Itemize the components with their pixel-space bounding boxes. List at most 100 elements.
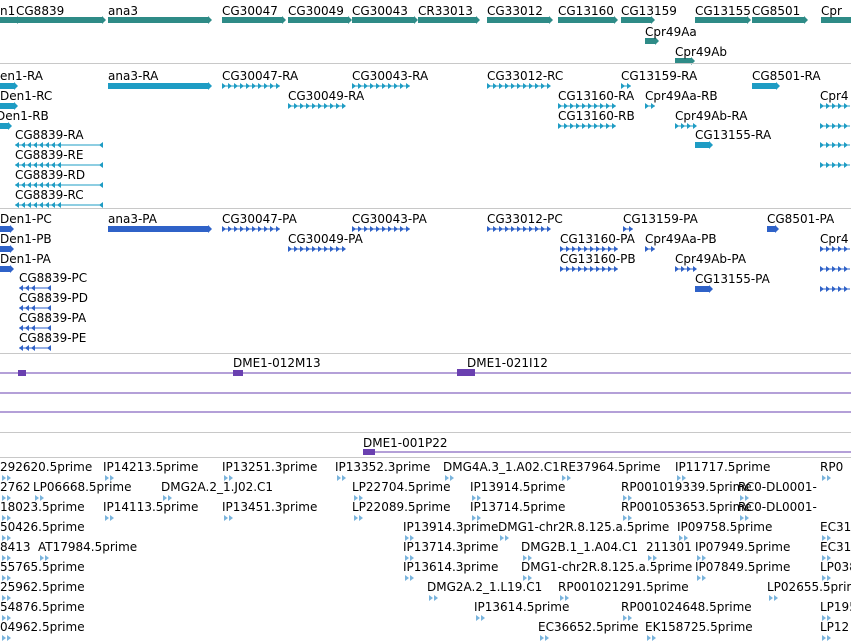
est-label[interactable]: DMG2B.1_1.A04.C1: [521, 540, 638, 554]
gene-feature[interactable]: [558, 17, 614, 23]
transcript-feature[interactable]: [0, 103, 14, 109]
est-label[interactable]: RP001019339.5prime: [621, 480, 752, 494]
est-label[interactable]: EC31: [820, 520, 851, 534]
est-label[interactable]: IP07949.5prime: [695, 540, 791, 554]
protein-label[interactable]: CG8839-PD: [19, 291, 89, 305]
est-label[interactable]: EK158725.5prime: [645, 620, 753, 634]
transcript-label[interactable]: Cpr49Aa-RB: [645, 89, 718, 103]
est-label[interactable]: 18023.5prime: [0, 500, 85, 514]
protein-label[interactable]: CG8839-PE: [19, 331, 87, 345]
gene-label[interactable]: CG13159: [621, 4, 677, 18]
transcript-feature[interactable]: [695, 142, 709, 148]
protein-feature[interactable]: [108, 226, 208, 232]
est-label[interactable]: IP13451.3prime: [222, 500, 318, 514]
est-label[interactable]: LP06668.5prime: [33, 480, 132, 494]
est-label[interactable]: IP14213.5prime: [103, 460, 199, 474]
gene-label[interactable]: CG30043: [352, 4, 408, 18]
transcript-label[interactable]: CG30047-RA: [222, 69, 299, 83]
transcript-label[interactable]: CG13159-RA: [621, 69, 698, 83]
gene-feature[interactable]: [752, 17, 804, 23]
transcript-label[interactable]: CG8501-RA: [752, 69, 821, 83]
est-label[interactable]: 04962.5prime: [0, 620, 85, 634]
est-label[interactable]: IP11717.5prime: [675, 460, 771, 474]
est-label[interactable]: 8413: [0, 540, 31, 554]
transcript-label[interactable]: CG8839-RD: [15, 168, 86, 182]
est-label[interactable]: IP13714.3prime: [403, 540, 499, 554]
clone-feature[interactable]: [18, 370, 26, 376]
clone-feature[interactable]: [233, 370, 243, 376]
transcript-label[interactable]: Den1-RB: [0, 109, 49, 123]
gene-feature[interactable]: [621, 17, 651, 23]
protein-label[interactable]: CG13160-PA: [560, 232, 635, 246]
protein-feature[interactable]: [0, 246, 10, 252]
protein-label[interactable]: CG8501-PA: [767, 212, 835, 226]
gene-label[interactable]: CG30047: [222, 4, 278, 18]
gene-feature[interactable]: [645, 38, 655, 44]
gene-label[interactable]: CG30049: [288, 4, 344, 18]
est-label[interactable]: DMG4A.3_1.A02.C1: [443, 460, 560, 474]
est-label[interactable]: RC0-DL0001-: [738, 480, 817, 494]
protein-feature[interactable]: [695, 286, 709, 292]
transcript-label[interactable]: CG8839-RE: [15, 148, 84, 162]
est-label[interactable]: LP12: [820, 620, 850, 634]
gene-label[interactable]: CG8501: [752, 4, 801, 18]
gene-label[interactable]: Cpr: [821, 4, 842, 18]
est-label[interactable]: LP038: [820, 560, 851, 574]
est-label[interactable]: RC0-DL0001-: [738, 500, 817, 514]
gene-feature[interactable]: [16, 17, 102, 23]
transcript-label[interactable]: CG8839-RA: [15, 128, 84, 142]
est-label[interactable]: 292620.5prime: [0, 460, 93, 474]
est-label[interactable]: 211301: [646, 540, 692, 554]
est-label[interactable]: DMG1-chr2R.8.125.a.5prime: [521, 560, 693, 574]
protein-label[interactable]: CG13159-PA: [623, 212, 698, 226]
est-label[interactable]: IP13614.3prime: [403, 560, 499, 574]
transcript-label[interactable]: CG33012-RC: [487, 69, 564, 83]
gene-feature[interactable]: [418, 17, 476, 23]
transcript-feature[interactable]: [0, 83, 14, 89]
clone-label[interactable]: DME1-021I12: [467, 356, 548, 370]
est-label[interactable]: 2762: [0, 480, 31, 494]
est-label[interactable]: IP14113.5prime: [103, 500, 199, 514]
protein-label[interactable]: CG8839-PA: [19, 311, 87, 325]
gene-label[interactable]: CG33012: [487, 4, 543, 18]
gene-label[interactable]: CG13155: [695, 4, 751, 18]
transcript-label[interactable]: Den1-RC: [0, 89, 53, 103]
gene-label[interactable]: CG13160: [558, 4, 614, 18]
est-label[interactable]: 55765.5prime: [0, 560, 85, 574]
transcript-label[interactable]: Cpr4: [820, 89, 849, 103]
est-label[interactable]: IP13914.5prime: [470, 480, 566, 494]
transcript-label[interactable]: CG30049-RA: [288, 89, 365, 103]
transcript-label[interactable]: CG13155-RA: [695, 128, 772, 142]
clone-label[interactable]: DME1-001P22: [363, 436, 448, 450]
gene-feature[interactable]: [352, 17, 414, 23]
est-label[interactable]: 25962.5prime: [0, 580, 85, 594]
protein-label[interactable]: Cpr49Aa-PB: [645, 232, 717, 246]
protein-label[interactable]: CG13155-PA: [695, 272, 770, 286]
est-label[interactable]: IP13914.3prime: [403, 520, 499, 534]
protein-label[interactable]: Den1-PC: [0, 212, 52, 226]
transcript-label[interactable]: CG13160-RA: [558, 89, 635, 103]
transcript-label[interactable]: Cpr49Ab-RA: [675, 109, 748, 123]
transcript-label[interactable]: en1-RA: [0, 69, 44, 83]
est-label[interactable]: 54876.5prime: [0, 600, 85, 614]
protein-label[interactable]: CG8839-PC: [19, 271, 88, 285]
protein-label[interactable]: Den1-PB: [0, 232, 52, 246]
est-label[interactable]: DMG1-chr2R.8.125.a.5prime: [498, 520, 670, 534]
protein-label[interactable]: CG30043-PA: [352, 212, 427, 226]
gene-feature[interactable]: [695, 17, 747, 23]
gene-feature[interactable]: [821, 17, 851, 23]
transcript-label[interactable]: CG30043-RA: [352, 69, 429, 83]
est-label[interactable]: DMG2A.2_1.L19.C1: [427, 580, 543, 594]
protein-label[interactable]: ana3-PA: [108, 212, 157, 226]
est-label[interactable]: RP0: [820, 460, 844, 474]
gene-feature[interactable]: [675, 58, 691, 64]
est-label[interactable]: EC36652.5prime: [538, 620, 639, 634]
gene-feature[interactable]: [222, 17, 282, 23]
gene-label[interactable]: Cpr49Aa: [645, 25, 697, 39]
est-label[interactable]: LP22089.5prime: [352, 500, 451, 514]
protein-label[interactable]: CG30047-PA: [222, 212, 297, 226]
est-label[interactable]: LP22704.5prime: [352, 480, 451, 494]
est-label[interactable]: IP13352.3prime: [335, 460, 431, 474]
est-label[interactable]: 50426.5prime: [0, 520, 85, 534]
transcript-label[interactable]: CG8839-RC: [15, 188, 84, 202]
